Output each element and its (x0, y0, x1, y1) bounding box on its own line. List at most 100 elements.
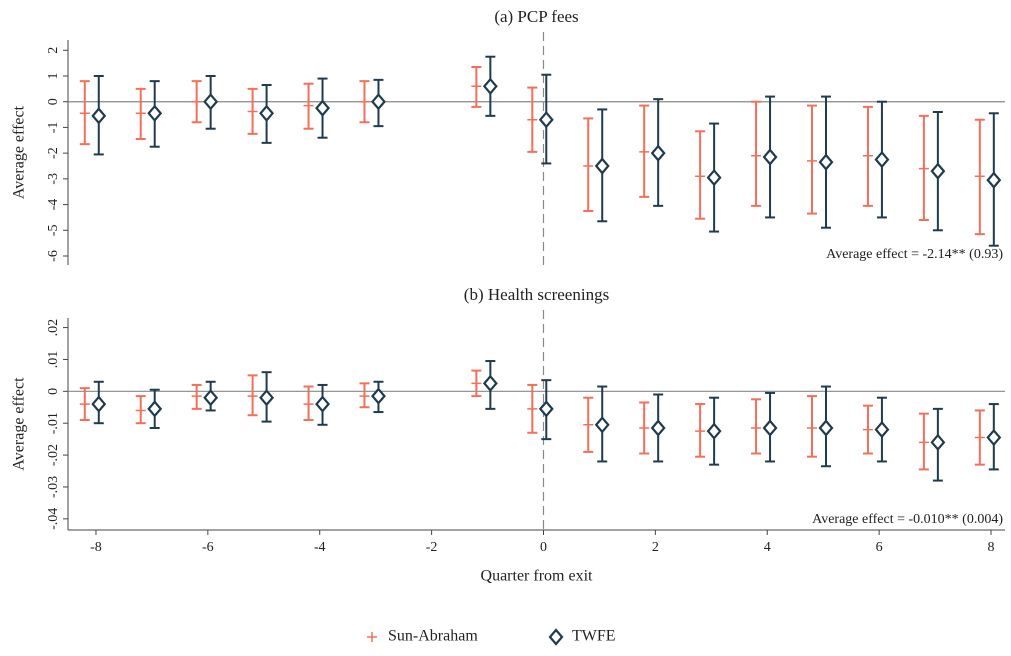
x-tick-label: 0 (540, 540, 547, 555)
y-tick-label: -.04 (46, 508, 61, 530)
legend-marker (548, 628, 564, 646)
point (751, 422, 762, 433)
legend-label: TWFE (572, 628, 616, 645)
y-tick-label: -6 (46, 250, 61, 262)
error-bar-group (471, 66, 482, 108)
error-bar-group (303, 385, 314, 422)
error-bar-group (818, 385, 834, 468)
y-tick-label: -2 (46, 147, 61, 159)
y-tick-label: 0 (46, 388, 61, 395)
legend-marker (367, 632, 377, 642)
error-bar-group (303, 82, 314, 130)
legend: Sun-Abraham TWFE (367, 628, 616, 646)
y-axis-label: Average effect (11, 105, 28, 199)
error-bar-group (974, 409, 985, 466)
point (594, 416, 610, 434)
y-tick-label: 0 (46, 98, 61, 105)
point (583, 419, 594, 430)
x-tick-label: 8 (988, 540, 995, 555)
point (974, 171, 985, 182)
error-bar-group (650, 393, 666, 463)
error-bar-group (874, 100, 890, 219)
error-bar-group (538, 73, 554, 165)
error-bar-group (371, 78, 386, 128)
point (303, 100, 314, 111)
point (918, 163, 929, 174)
legend-label: Sun-Abraham (388, 628, 478, 645)
x-tick-label: 2 (652, 540, 659, 555)
error-bar-group (203, 380, 219, 412)
point (862, 150, 873, 161)
error-bar-group (807, 395, 818, 458)
error-bar-group (315, 77, 330, 139)
point (527, 403, 538, 414)
point (807, 422, 818, 433)
error-bar-group (135, 87, 146, 140)
point (862, 424, 873, 435)
x-tick-label: -2 (426, 540, 438, 555)
error-bar-group (79, 80, 90, 146)
panel-title: (b) Health screenings (464, 285, 609, 304)
point (359, 96, 370, 107)
point (527, 114, 538, 125)
error-bar-group (482, 360, 498, 410)
point (986, 171, 1002, 189)
point (695, 171, 706, 182)
error-bar-group (751, 100, 762, 207)
annotation: Average effect = -2.14** (0.93) (826, 247, 1003, 262)
error-bar-group (471, 369, 482, 398)
point (639, 422, 650, 433)
x-tick-label: -6 (202, 540, 214, 555)
error-bar-group (918, 114, 929, 221)
point (79, 108, 90, 119)
point (930, 433, 946, 452)
error-bar-group (147, 80, 163, 148)
error-bar-group (583, 396, 594, 453)
y-tick-label: -4 (46, 199, 61, 211)
error-bar-group (79, 387, 90, 422)
error-bar-group (751, 398, 762, 455)
point (650, 419, 666, 437)
error-bar-group (862, 404, 873, 455)
error-bar-group (315, 383, 330, 426)
point (818, 419, 834, 437)
point (751, 150, 762, 161)
point (807, 155, 818, 166)
annotation: Average effect = -0.010** (0.004) (812, 512, 1003, 527)
point (650, 144, 666, 162)
y-tick-label: -.01 (46, 412, 61, 434)
error-bar-group (706, 122, 722, 233)
point (874, 420, 890, 439)
point (359, 391, 370, 402)
point (191, 96, 202, 107)
error-bar-group (918, 412, 929, 471)
error-bar-group (482, 55, 498, 117)
point (639, 146, 650, 157)
point (371, 93, 386, 111)
error-bar-group (639, 104, 650, 198)
error-bar-group (359, 80, 370, 124)
x-axis-label: Quarter from exit (481, 568, 594, 585)
point (930, 162, 946, 180)
point (135, 405, 146, 416)
point (203, 93, 219, 111)
error-bar-group (695, 130, 706, 220)
error-bar-group (695, 403, 706, 458)
error-bar-group (594, 385, 610, 463)
point (303, 399, 314, 410)
point (471, 81, 482, 92)
error-bar-group (538, 379, 554, 441)
error-bar-group (930, 111, 946, 232)
error-bar-group (986, 112, 1002, 247)
point (538, 111, 554, 129)
point (371, 387, 386, 405)
point (482, 77, 498, 95)
error-bar-group (247, 374, 258, 417)
point (986, 428, 1002, 447)
error-bar-group (91, 380, 107, 425)
point (482, 374, 498, 393)
error-bar-group (247, 87, 258, 135)
y-tick-label: -3 (46, 173, 61, 185)
y-tick-label: -.03 (46, 476, 61, 498)
